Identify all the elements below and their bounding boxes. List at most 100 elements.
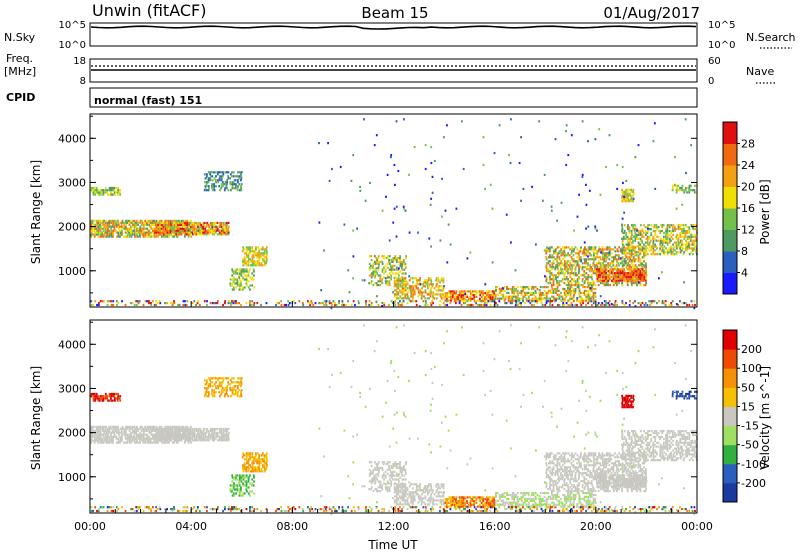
power-cell	[247, 252, 250, 255]
power-cell	[614, 300, 617, 303]
power-cell	[623, 237, 625, 240]
power-cell	[618, 282, 620, 285]
power-cell	[394, 183, 396, 186]
velocity-cell	[384, 470, 387, 473]
power-cell	[233, 171, 235, 174]
power-cell	[559, 272, 562, 275]
velocity-cell	[209, 379, 212, 382]
velocity-cell	[121, 425, 124, 428]
power-cell	[587, 225, 590, 228]
power-cell	[605, 277, 607, 280]
power-cell	[240, 171, 243, 174]
power-cell	[595, 272, 598, 275]
power-cell	[117, 221, 120, 224]
power-cell	[483, 303, 486, 307]
power-cell	[618, 256, 620, 259]
power-cell	[402, 291, 405, 294]
power-cell	[242, 288, 244, 291]
velocity-cell	[202, 429, 205, 432]
power-cell	[208, 177, 210, 180]
power-cell	[475, 302, 477, 305]
velocity-cell	[115, 397, 117, 400]
velocity-cell	[146, 433, 149, 436]
power-cell	[547, 260, 550, 263]
power-cell	[554, 250, 557, 253]
power-cell	[161, 235, 163, 238]
power-cell	[375, 282, 378, 285]
power-cell	[567, 252, 569, 255]
power-cell	[635, 282, 638, 285]
power-cell	[381, 278, 384, 281]
power-cell	[638, 277, 641, 280]
velocity-cell	[153, 429, 156, 432]
power-cell	[374, 270, 377, 273]
power-cell	[200, 225, 203, 228]
power-cell	[207, 181, 210, 184]
velocity-cell	[229, 379, 232, 382]
power-cell	[672, 253, 674, 256]
power-cell	[144, 233, 147, 236]
power-cell	[479, 297, 481, 300]
power-cell	[605, 165, 607, 169]
velocity-cell	[236, 486, 239, 489]
power-cell	[155, 221, 158, 225]
power-cell	[637, 302, 640, 305]
velocity-cell	[96, 431, 98, 434]
power-cell	[617, 272, 620, 275]
power-cell	[609, 264, 611, 267]
velocity-cell	[370, 472, 373, 475]
power-cell	[632, 264, 634, 267]
power-cell	[581, 266, 584, 269]
power-cell	[227, 231, 230, 234]
power-cell	[491, 300, 494, 303]
power-cell	[505, 213, 508, 216]
power-cell	[605, 246, 608, 249]
velocity-cell	[265, 468, 268, 471]
power-cell	[381, 209, 384, 212]
velocity-cell	[249, 474, 251, 477]
power-cell	[507, 300, 510, 303]
power-cell	[498, 300, 501, 303]
velocity-cell	[128, 429, 131, 432]
power-cell	[424, 289, 427, 292]
power-cell	[234, 278, 237, 281]
power-cell	[236, 175, 239, 178]
velocity-cell	[240, 494, 242, 497]
power-cell	[661, 229, 663, 233]
power-cell	[234, 183, 237, 186]
power-cell	[594, 248, 597, 251]
power-cell	[599, 277, 602, 280]
power-cell	[630, 235, 632, 238]
power-heatmap-cells	[90, 118, 698, 310]
power-cell	[626, 196, 629, 199]
power-cell	[625, 277, 628, 280]
power-cell	[603, 260, 606, 263]
power-cell	[547, 297, 549, 300]
velocity-cell	[110, 431, 113, 434]
velocity-cell	[151, 429, 154, 432]
power-cell	[92, 189, 95, 192]
power-cell	[323, 249, 325, 252]
power-cell	[589, 289, 592, 292]
power-cell	[561, 295, 564, 298]
velocity-cell	[191, 431, 194, 434]
power-cell	[695, 245, 697, 248]
power-cell	[584, 286, 586, 289]
power-cell	[598, 279, 601, 282]
power-cell	[664, 303, 667, 307]
power-cell	[424, 300, 427, 303]
power-cell	[570, 272, 573, 275]
power-cell	[251, 258, 254, 261]
power-cell	[393, 268, 396, 271]
power-cell	[249, 268, 251, 271]
power-cell	[616, 284, 618, 287]
power-cell	[240, 175, 243, 178]
power-cell	[191, 227, 194, 230]
power-cell	[151, 223, 154, 226]
velocity-cell	[218, 435, 221, 438]
power-cell	[258, 260, 260, 263]
power-cell	[211, 302, 214, 305]
velocity-cell	[149, 427, 152, 430]
power-cell	[642, 247, 645, 250]
power-cell	[413, 285, 416, 288]
